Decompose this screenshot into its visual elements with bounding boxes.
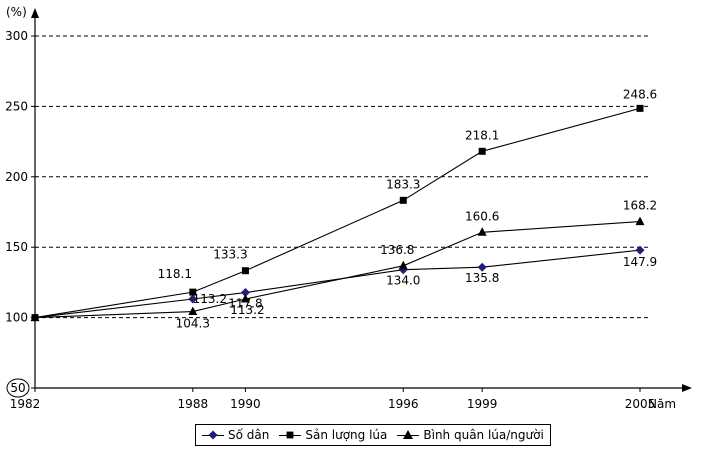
legend-item-binh-quan-lua-nguoi: Bình quân lúa/người <box>397 428 544 442</box>
data-point-triangle <box>635 216 645 226</box>
x-unit-label: Năm <box>648 397 676 411</box>
data-label: 133.3 <box>213 248 247 262</box>
data-point-square <box>241 267 249 275</box>
data-point-triangle <box>30 312 40 322</box>
data-label: 183.3 <box>386 177 420 191</box>
data-point-square <box>399 196 407 204</box>
data-label: 168.2 <box>623 199 657 213</box>
x-tick-label: 1990 <box>230 397 261 411</box>
y-unit-label: (%) <box>6 5 27 19</box>
data-point-triangle <box>240 294 250 303</box>
data-label: 113.2 <box>193 292 227 306</box>
x-tick-label: 1996 <box>388 397 419 411</box>
data-point-diamond <box>635 245 645 255</box>
data-label: 160.6 <box>465 209 499 223</box>
data-point-triangle <box>477 227 487 236</box>
axes-layer: (%) 50 100 150 200 250 300 1982 1988 1990 1996 1999… <box>5 5 692 411</box>
y-tick-label: 200 <box>5 170 28 184</box>
y-axis-arrow-icon <box>31 8 39 18</box>
series-line <box>34 107 641 319</box>
y-tick-label: 100 <box>5 311 28 325</box>
diamond-marker-icon <box>202 429 224 441</box>
legend-label: Sản lượng lúa <box>305 428 388 442</box>
data-label: 218.1 <box>465 128 499 142</box>
chart-legend: Số dân Sản lượng lúa Bình quân lúa/người <box>195 424 551 446</box>
x-tick-label: 1999 <box>467 397 498 411</box>
data-label: 118.1 <box>158 267 192 281</box>
y-origin-circle <box>6 378 30 398</box>
series-line <box>34 249 641 319</box>
square-marker-icon <box>279 429 302 441</box>
data-point-diamond <box>240 288 250 298</box>
data-point-square <box>478 147 486 155</box>
data-point-triangle <box>398 260 408 270</box>
data-label: 104.3 <box>176 317 210 331</box>
series-line <box>34 221 641 319</box>
x-tick-label: 2005 <box>625 397 656 411</box>
data-label: 147.9 <box>623 255 657 269</box>
grid-layer <box>35 35 648 319</box>
data-point-diamond <box>477 262 487 272</box>
legend-label: Bình quân lúa/người <box>423 428 544 442</box>
data-point-square <box>189 288 197 296</box>
data-label: 113.2 <box>230 303 264 317</box>
y-tick-label: 50 <box>10 381 25 395</box>
x-tick-label: 1982 <box>10 397 41 411</box>
data-point-square <box>636 104 644 112</box>
data-point-triangle <box>188 306 198 316</box>
data-label: 248.6 <box>623 87 657 101</box>
y-tick-label: 300 <box>5 29 28 43</box>
y-tick-label: 250 <box>5 99 28 113</box>
series-layer <box>30 104 645 323</box>
data-label: 117.8 <box>228 297 262 311</box>
x-axis-arrow-icon <box>682 384 692 392</box>
legend-item-san-luong-lua: Sản lượng lúa <box>279 428 387 442</box>
y-tick-label: 150 <box>5 240 28 254</box>
labels-layer: 113.2 117.8 134.0 135.8 147.9 118.1 133.3 183.3… <box>158 87 658 330</box>
legend-item-so-dan: Số dân <box>202 428 269 442</box>
data-point-diamond <box>188 294 198 304</box>
triangle-marker-icon <box>397 429 420 441</box>
x-tick-label: 1988 <box>178 397 209 411</box>
data-label: 134.0 <box>386 274 420 288</box>
data-label: 136.8 <box>380 243 414 257</box>
data-label: 135.8 <box>465 271 499 285</box>
legend-label: Số dân <box>228 428 270 442</box>
